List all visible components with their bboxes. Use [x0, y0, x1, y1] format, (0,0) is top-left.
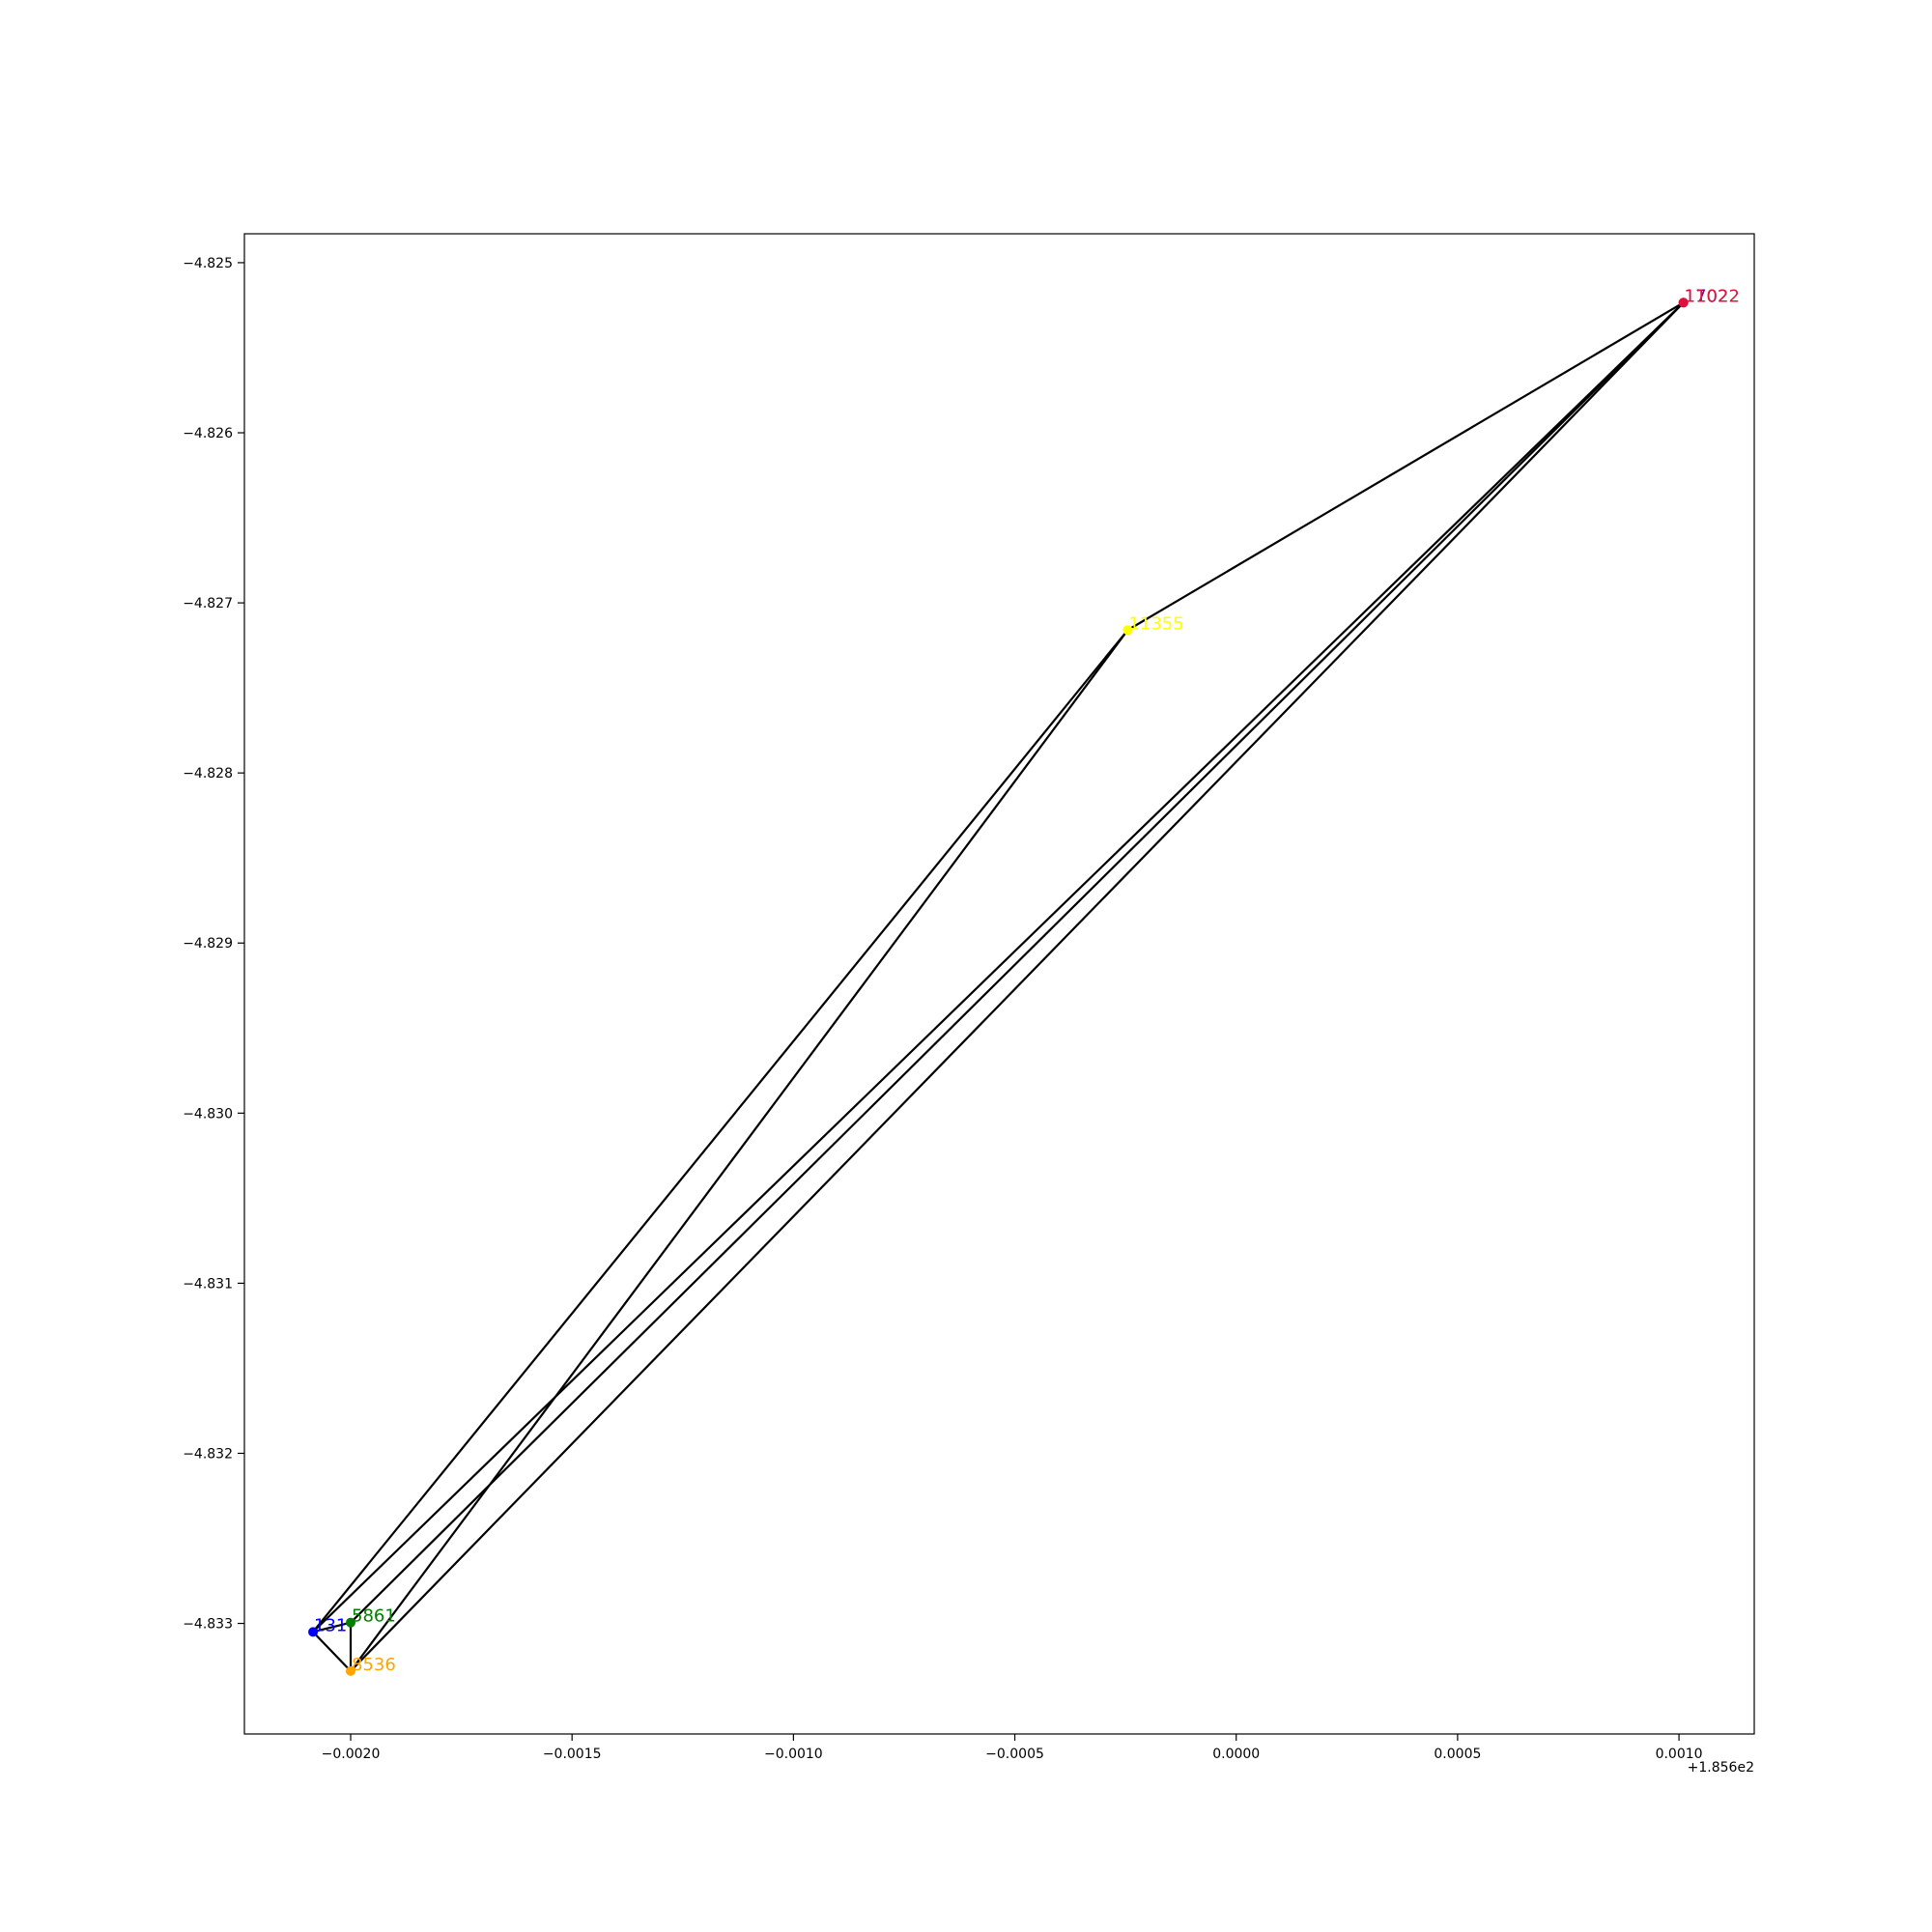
edge-1702-8536 [350, 301, 1685, 1672]
x-tick-label: −0.0005 [985, 1747, 1044, 1762]
edge-1702-5861 [350, 301, 1685, 1624]
y-tick-label: −4.829 [183, 936, 233, 952]
edge-1702-11355 [1126, 301, 1685, 632]
y-tick-label: −4.827 [183, 596, 233, 611]
node-label-5861: 5861 [352, 1606, 396, 1627]
edge-131-5861 [312, 1621, 352, 1634]
y-tick-label: −4.828 [183, 766, 233, 781]
x-tick-label: 0.0005 [1434, 1747, 1481, 1762]
y-tick-label: −4.830 [183, 1106, 233, 1122]
node-label-8536: 8536 [352, 1655, 396, 1675]
node-5861 [346, 1617, 356, 1628]
y-tick-label: −4.833 [183, 1617, 233, 1633]
edge-11355-8536 [350, 629, 1129, 1672]
x-tick-label: −0.0020 [322, 1747, 381, 1762]
node-8536 [346, 1665, 356, 1676]
y-tick-label: −4.826 [183, 426, 233, 441]
node-label-11022: 11022 [1685, 286, 1740, 306]
node-131 [308, 1627, 319, 1637]
node-11022 [1678, 298, 1689, 308]
y-axis: −4.825 −4.826 −4.827 −4.828 −4.829 −4.830 −4.8… [183, 256, 244, 1633]
y-tick-label: −4.831 [183, 1276, 233, 1292]
node-label-11355: 11355 [1128, 613, 1183, 634]
edges-layer [312, 301, 1685, 1672]
node-11355 [1122, 625, 1133, 636]
node-label-131: 131 [314, 1615, 347, 1635]
nodes-layer [308, 298, 1689, 1676]
x-tick-label: −0.0015 [543, 1747, 602, 1762]
y-tick-label: −4.825 [183, 256, 233, 271]
x-tick-label: 0.0010 [1656, 1747, 1703, 1762]
x-axis: −0.0020 −0.0015 −0.0010 −0.0005 0.0000 0.0005… [322, 1734, 1703, 1762]
plot-frame [243, 233, 1755, 1735]
edge-11355-131 [312, 629, 1129, 1634]
edge-1702-131 [312, 301, 1685, 1634]
x-tick-label: −0.0010 [764, 1747, 823, 1762]
y-tick-label: −4.832 [183, 1446, 233, 1462]
edge-131-8536 [312, 1631, 352, 1672]
node-label-1702: 1702 [1685, 286, 1729, 306]
x-axis-offset-label: +1.856e2 [1688, 1760, 1754, 1776]
x-tick-label: 0.0000 [1212, 1747, 1260, 1762]
